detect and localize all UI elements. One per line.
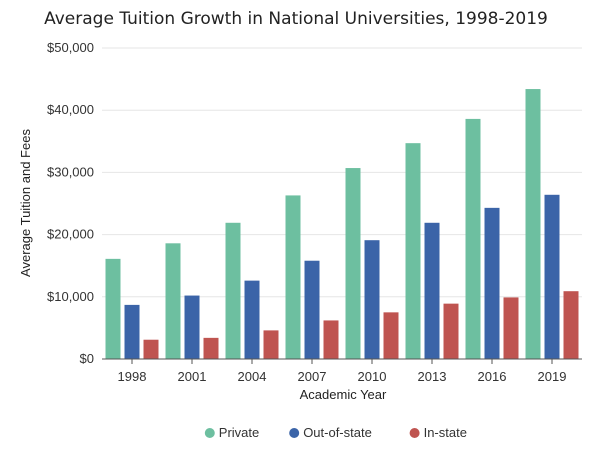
bar-in-state-2001 (203, 337, 219, 359)
y-tick-label: $30,000 (47, 164, 94, 179)
bar-private-2004 (225, 222, 241, 359)
bar-private-2016 (465, 118, 481, 360)
y-tick-label: $0 (80, 351, 94, 366)
chart-title: Average Tuition Growth in National Unive… (44, 9, 548, 29)
legend: Private Out-of-state In-state (204, 425, 467, 440)
bar-out-of-state-2004 (244, 280, 260, 359)
x-tick-label: 2007 (298, 369, 327, 384)
bar-in-state-2004 (263, 330, 279, 359)
x-tick-label: 2010 (358, 369, 387, 384)
bar-in-state-2019 (563, 291, 579, 359)
legend-label-out-of-state: Out-of-state (303, 425, 372, 440)
x-tick-label: 2001 (178, 369, 207, 384)
y-axis-label: Average Tuition and Fees (18, 129, 33, 277)
bar-in-state-2013 (443, 303, 459, 359)
bar-out-of-state-2019 (544, 194, 560, 359)
y-axis-ticks: $0 $10,000 $20,000 $30,000 $40,000 $50,000 (47, 40, 94, 366)
legend-swatch-in-state (409, 428, 420, 438)
bar-in-state-2010 (383, 312, 399, 359)
x-axis-ticks: 1998 2001 2004 2007 2010 2013 2016 2019 (118, 359, 567, 384)
bar-out-of-state-2007 (304, 260, 320, 359)
bar-private-2007 (285, 195, 301, 359)
bar-in-state-2016 (503, 297, 519, 359)
gridlines (102, 47, 582, 298)
bar-private-1998 (105, 258, 121, 359)
x-tick-label: 2004 (238, 369, 267, 384)
bar-private-2001 (165, 243, 181, 359)
x-tick-label: 2019 (538, 369, 567, 384)
bar-out-of-state-2016 (484, 207, 500, 359)
bar-private-2019 (525, 89, 541, 359)
bar-out-of-state-2013 (424, 222, 440, 359)
bar-out-of-state-2001 (184, 295, 200, 359)
y-tick-label: $10,000 (47, 289, 94, 304)
legend-swatch-private (204, 428, 215, 438)
x-axis-label: Academic Year (300, 387, 387, 402)
bar-in-state-1998 (143, 339, 159, 359)
bar-out-of-state-1998 (124, 304, 140, 359)
bar-private-2010 (345, 168, 361, 359)
y-tick-label: $20,000 (47, 227, 94, 242)
x-tick-label: 2016 (478, 369, 507, 384)
legend-label-in-state: In-state (424, 425, 467, 440)
bar-out-of-state-2010 (364, 240, 380, 359)
x-tick-label: 1998 (118, 369, 147, 384)
y-tick-label: $50,000 (47, 40, 94, 55)
x-tick-label: 2013 (418, 369, 447, 384)
y-tick-label: $40,000 (47, 102, 94, 117)
bar-private-2013 (405, 143, 421, 359)
legend-label-private: Private (219, 425, 259, 440)
bar-in-state-2007 (323, 320, 339, 359)
bars (105, 89, 579, 360)
legend-swatch-out-of-state (289, 428, 300, 438)
